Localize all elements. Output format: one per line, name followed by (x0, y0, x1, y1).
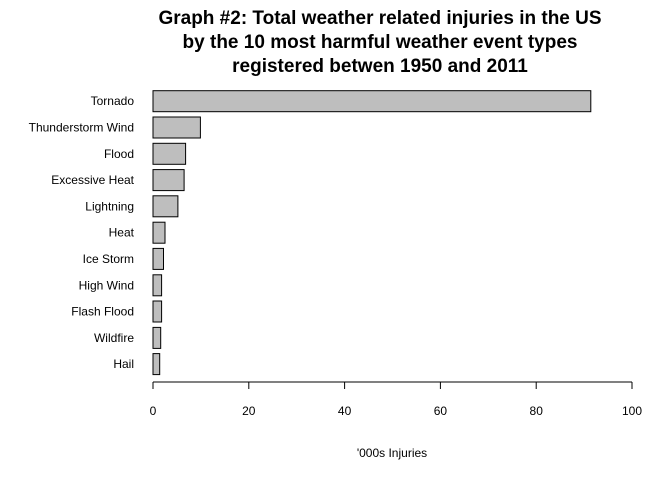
category-label: Ice Storm (83, 252, 134, 266)
bar-hail (152, 353, 161, 376)
category-label: Thunderstorm Wind (29, 120, 134, 134)
bar-heat (152, 221, 166, 244)
category-label: Lightning (85, 199, 134, 213)
category-label: Excessive Heat (51, 173, 134, 187)
x-tick-label: 20 (242, 404, 256, 418)
x-tick-label: 100 (622, 404, 642, 418)
category-label: Hail (113, 357, 134, 371)
category-label: Tornado (91, 94, 135, 108)
bar-tornado (152, 90, 592, 113)
category-label: Wildfire (94, 331, 134, 345)
x-tick-label: 40 (338, 404, 352, 418)
chart-title: Graph #2: Total weather related injuries… (158, 8, 601, 77)
category-labels: Tornado Thunderstorm Wind Flood Excessive H… (29, 94, 135, 371)
x-axis-title: '000s Injuries (357, 446, 427, 460)
category-label: High Wind (79, 278, 134, 292)
bar-wildfire (152, 326, 162, 349)
bar-lightning (152, 195, 179, 218)
category-label: Flash Flood (71, 305, 134, 319)
bar-flood (152, 142, 187, 165)
x-tick-label: 60 (434, 404, 448, 418)
x-axis: 0 20 40 60 80 100 (150, 381, 642, 418)
category-label: Flood (104, 147, 134, 161)
x-tick-label: 0 (150, 404, 157, 418)
chart-title-line-2: by the 10 most harmful weather event typ… (183, 32, 578, 53)
bar-flash-flood (152, 300, 163, 323)
category-label: Heat (109, 226, 135, 240)
bars-group (152, 90, 592, 376)
x-tick-label: 80 (530, 404, 544, 418)
bar-high-wind (152, 274, 163, 297)
chart-title-line-1: Graph #2: Total weather related injuries… (158, 8, 601, 29)
bar-thunderstorm-wind (152, 116, 201, 139)
chart-title-line-3: registered betwen 1950 and 2011 (232, 56, 528, 77)
bar-excessive-heat (152, 169, 185, 192)
bar-ice-storm (152, 247, 164, 270)
